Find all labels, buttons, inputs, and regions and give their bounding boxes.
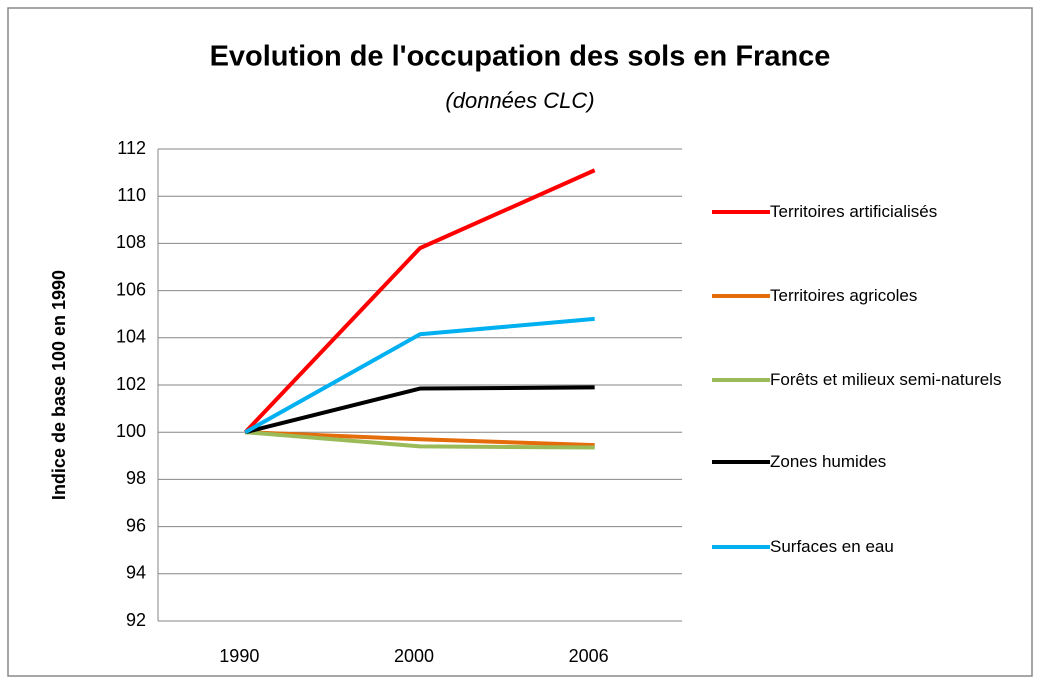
- y-tick-label: 100: [116, 421, 146, 441]
- y-tick-label: 110: [117, 185, 146, 205]
- chart-subtitle: (données CLC): [445, 88, 594, 113]
- legend-swatch: [712, 210, 770, 214]
- legend-label: Surfaces en eau: [770, 537, 894, 556]
- legend-swatch: [712, 378, 770, 382]
- legend-item: Zones humides: [712, 450, 1032, 474]
- legend-swatch: [712, 460, 770, 464]
- data-line: [245, 430, 595, 450]
- x-tick-label: 1990: [219, 646, 259, 666]
- legend-label: Forêts et milieux semi-naturels: [770, 370, 1002, 389]
- chart-frame: [7, 7, 1033, 677]
- legend-item: Surfaces en eau: [712, 535, 1032, 559]
- y-tick-label: 94: [126, 563, 146, 583]
- legend-swatch: [712, 294, 770, 298]
- data-line: [244, 316, 595, 434]
- data-line: [243, 168, 596, 434]
- y-tick-label: 98: [126, 468, 146, 488]
- y-tick-label: 104: [116, 327, 146, 347]
- data-line: [244, 385, 595, 435]
- y-tick-label: 112: [117, 138, 146, 158]
- y-tick-label: 96: [126, 515, 146, 535]
- x-tick-label: 2006: [569, 646, 609, 666]
- y-tick-label: 106: [116, 279, 146, 299]
- data-line: [245, 430, 595, 448]
- legend-item: Territoires artificialisés: [712, 200, 1032, 224]
- legend-item: Territoires agricoles: [712, 284, 1032, 308]
- y-tick-label: 92: [126, 610, 146, 630]
- x-tick-label: 2000: [394, 646, 434, 666]
- y-tick-label: 108: [116, 232, 146, 252]
- legend-label: Territoires agricoles: [770, 286, 918, 305]
- y-axis-title: Indice de base 100 en 1990: [49, 270, 69, 500]
- legend-label: Territoires artificialisés: [770, 202, 938, 221]
- y-tick-label: 102: [116, 374, 146, 394]
- legend-label: Zones humides: [770, 452, 887, 471]
- legend-item: Forêts et milieux semi-naturels: [712, 368, 1032, 392]
- chart-title: Evolution de l'occupation des sols en Fr…: [210, 41, 831, 73]
- legend-swatch: [712, 545, 770, 549]
